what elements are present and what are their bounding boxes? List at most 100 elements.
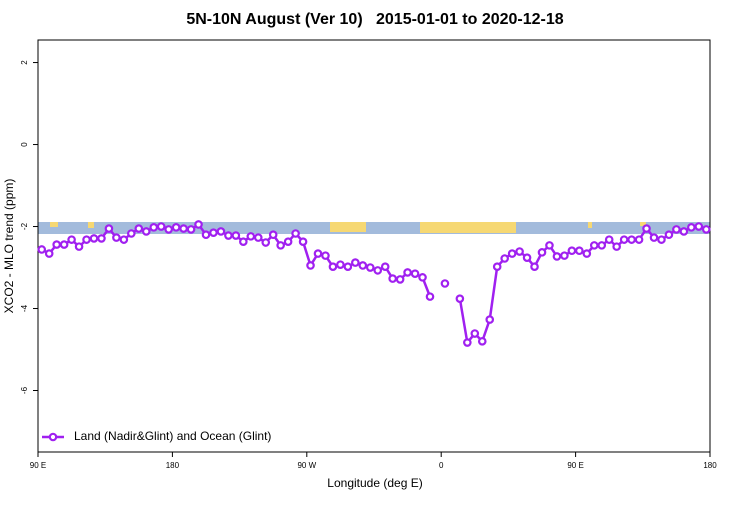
- data-point: [261, 238, 271, 247]
- data-point: [470, 329, 480, 338]
- data-point: [530, 262, 539, 272]
- x-tick-label: 0: [439, 461, 444, 470]
- data-point: [194, 220, 203, 229]
- x-tick-label: 180: [166, 461, 180, 470]
- plot-frame: [37, 39, 711, 453]
- data-point: [567, 246, 577, 256]
- data-point: [351, 258, 360, 267]
- data-point: [246, 232, 256, 241]
- data-point: [552, 252, 562, 261]
- data-point: [97, 234, 106, 243]
- data-point: [358, 261, 368, 270]
- data-point: [82, 235, 91, 244]
- x-tick-label: 90 E: [567, 461, 583, 470]
- data-point: [67, 235, 76, 244]
- y-tick-label: -6: [20, 386, 29, 394]
- y-axis-title: XCO2 - MLO trend (ppm): [2, 179, 16, 314]
- x-tick-label: 90 W: [297, 461, 316, 470]
- data-point: [500, 254, 509, 263]
- data-point: [253, 233, 263, 242]
- data-point: [134, 224, 144, 233]
- legend-marker: [48, 432, 58, 442]
- data-point: [44, 249, 54, 258]
- data-point: [313, 249, 323, 258]
- data-point: [127, 229, 136, 238]
- data-point: [156, 222, 166, 231]
- data-point: [74, 242, 84, 251]
- data-point: [186, 225, 196, 234]
- data-point: [209, 228, 218, 237]
- data-point: [298, 237, 308, 246]
- data-point: [582, 249, 592, 258]
- data-point: [37, 245, 47, 254]
- data-point: [455, 294, 465, 303]
- data-point: [657, 235, 666, 244]
- x-tick-label: 90 E: [30, 461, 46, 470]
- data-point: [231, 231, 241, 240]
- data-point: [515, 247, 524, 256]
- data-point: [373, 266, 383, 275]
- data-point: [306, 261, 315, 270]
- data-point: [545, 241, 554, 250]
- data-point: [283, 237, 293, 246]
- data-point: [679, 227, 689, 236]
- data-point: [612, 242, 621, 251]
- data-point: [164, 225, 173, 234]
- data-point: [104, 224, 114, 233]
- data-point: [141, 227, 151, 236]
- data-point: [701, 225, 711, 234]
- data-point: [336, 260, 345, 269]
- data-point: [649, 233, 659, 242]
- data-point: [634, 235, 644, 244]
- data-point: [627, 235, 636, 244]
- data-point: [619, 235, 629, 244]
- data-point: [112, 233, 121, 242]
- data-point: [477, 337, 487, 346]
- data-point: [224, 231, 233, 240]
- data-point: [410, 269, 420, 278]
- data-point: [507, 249, 517, 258]
- data-point: [672, 225, 681, 234]
- data-point: [59, 240, 69, 249]
- y-tick-label: -4: [20, 304, 29, 312]
- legend-label: Land (Nadir&Glint) and Ocean (Glint): [74, 429, 271, 443]
- data-point: [268, 230, 278, 240]
- data-point: [589, 241, 599, 250]
- data-point: [694, 222, 704, 231]
- y-tick-label: 0: [20, 142, 29, 147]
- data-point: [380, 262, 390, 272]
- data-point: [604, 235, 614, 244]
- data-point: [560, 251, 569, 260]
- data-point: [89, 234, 99, 243]
- data-point: [343, 262, 353, 272]
- data-point: [425, 292, 435, 301]
- data-point: [291, 229, 300, 238]
- data-point: [365, 263, 375, 272]
- data-point: [522, 253, 532, 262]
- data-point: [440, 279, 450, 288]
- y-tick-label: -2: [20, 222, 29, 230]
- data-point: [328, 262, 338, 272]
- data-point: [201, 230, 211, 240]
- data-point: [395, 275, 405, 284]
- x-tick-label: 180: [703, 461, 717, 470]
- data-point: [492, 262, 502, 272]
- data-point: [179, 224, 188, 233]
- y-tick-label: 2: [20, 60, 29, 65]
- x-axis-title: Longitude (deg E): [327, 476, 422, 490]
- data-point: [418, 273, 427, 282]
- data-point: [575, 246, 584, 256]
- data-point: [239, 237, 248, 246]
- data-point: [171, 223, 181, 232]
- data-point: [403, 268, 412, 277]
- data-point: [119, 235, 129, 244]
- data-point: [485, 315, 495, 324]
- chart-title: 5N-10N August (Ver 10) 2015-01-01 to 202…: [186, 11, 563, 28]
- data-point: [664, 230, 674, 240]
- data-point: [52, 240, 61, 249]
- data-point: [687, 223, 696, 232]
- data-point: [463, 338, 472, 347]
- data-point: [388, 274, 397, 283]
- data-point: [597, 241, 607, 250]
